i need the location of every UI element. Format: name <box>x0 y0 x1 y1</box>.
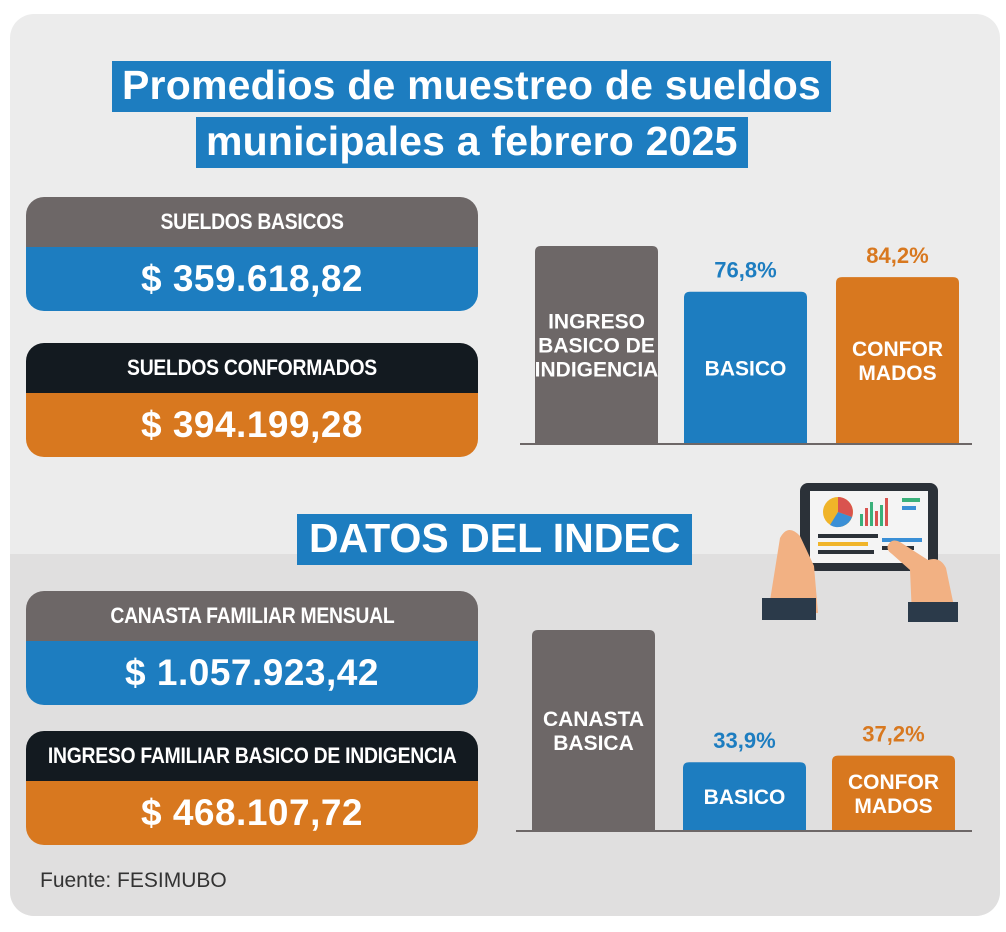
chart-0-data-label-2: 84,2% <box>866 243 928 268</box>
chart-0-data-label-1: 76,8% <box>714 258 776 283</box>
chart-0-category-label-2: CONFOR MADOS <box>852 338 943 385</box>
chart-1-category-label-0: CANASTA BASICA <box>543 708 644 755</box>
chart-1-category-label-2: CONFOR MADOS <box>848 771 939 818</box>
source-note: Fuente: FESIMUBO <box>40 869 227 893</box>
chart-1-data-label-1: 33,9% <box>713 728 775 753</box>
tablet-charts-hands-icon <box>760 478 960 628</box>
chart-1-data-label-2: 37,2% <box>862 722 924 747</box>
chart-0-category-label-0: INGRESO BASICO DE INDIGENCIA <box>535 311 659 382</box>
chart-0-category-label-1: BASICO <box>705 357 787 380</box>
chart-1-category-label-1: BASICO <box>704 786 786 809</box>
